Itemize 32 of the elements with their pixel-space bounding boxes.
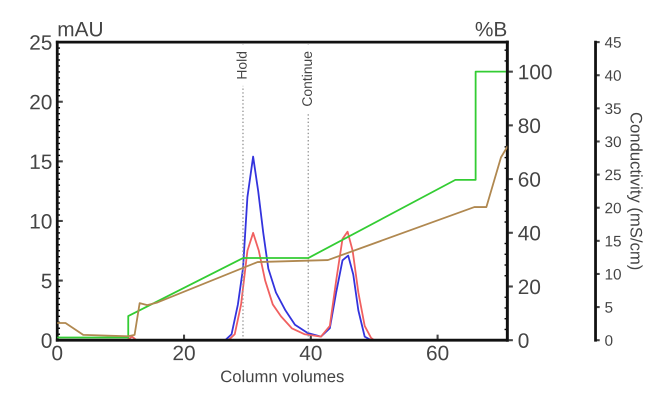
- x-tick-label: 20: [173, 346, 195, 360]
- y3-tick-label: 25: [605, 169, 621, 180]
- ref-line-label: Continue: [302, 52, 312, 106]
- y3-tick-label: 10: [606, 268, 621, 280]
- y-tick-label: 0: [42, 333, 52, 348]
- y2-tick-label: 100: [519, 64, 552, 80]
- y3-tick-label: 45: [604, 37, 621, 48]
- y-tick-label: 25: [30, 35, 52, 50]
- y-tick-label: 5: [42, 274, 52, 288]
- y3-tick-label: 40: [604, 70, 621, 81]
- y2-tick-label: 40: [518, 226, 540, 241]
- y3-tick-label: 35: [605, 103, 621, 114]
- y2-tick-label: 80: [518, 118, 540, 134]
- y3-tick-label: 5: [605, 302, 612, 313]
- x-tick-label: 0: [52, 346, 62, 360]
- y-tick-label: 15: [30, 154, 52, 170]
- ref-line-label: Hold: [236, 52, 247, 78]
- y3-tick-label: 30: [605, 136, 621, 148]
- y3-tick-label: 15: [606, 236, 621, 247]
- y2-axis-title: %B: [476, 22, 506, 36]
- y3-tick-label: 0: [605, 335, 612, 346]
- y2-tick-label: 20: [518, 279, 540, 294]
- y-axis-title: mAU: [58, 22, 102, 37]
- y3-tick-label: 20: [605, 202, 621, 214]
- y3-axis-title: Conductivity (mS/cm): [627, 112, 643, 270]
- y2-tick-label: 60: [518, 172, 540, 187]
- y-tick-label: 20: [30, 94, 52, 110]
- y-tick-label: 10: [30, 214, 52, 229]
- x-tick-label: 60: [427, 346, 448, 360]
- y2-tick-label: 0: [518, 333, 529, 348]
- x-axis-title: Column volumes: [221, 370, 344, 382]
- x-tick-label: 40: [300, 346, 322, 360]
